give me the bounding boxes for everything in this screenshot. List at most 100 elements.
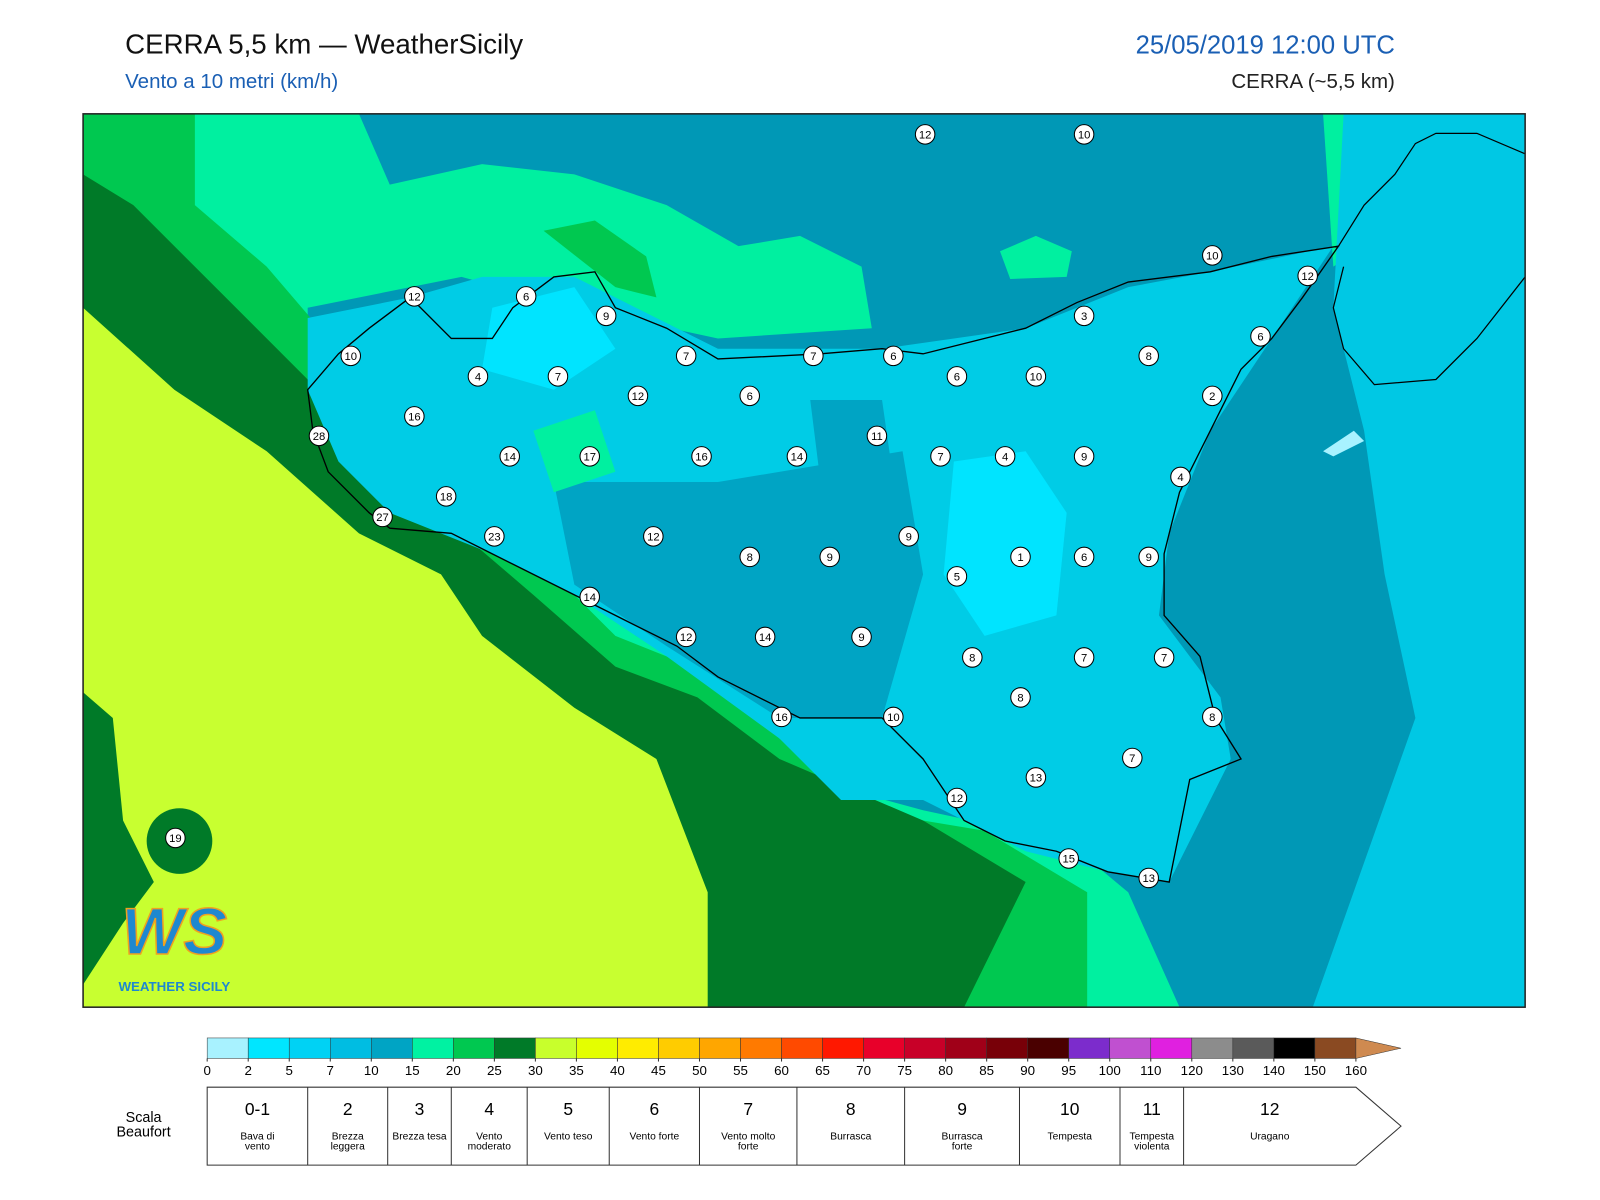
colorbar-box	[494, 1037, 536, 1059]
station-value: 8	[1017, 693, 1023, 705]
station-value: 12	[919, 129, 932, 141]
beaufort-label: Vento forte	[629, 1132, 680, 1143]
station-value: 6	[523, 292, 529, 304]
station-marker	[467, 366, 489, 387]
beaufort-force: 3	[415, 1099, 425, 1119]
colorbar-tick-label: 75	[897, 1063, 912, 1078]
colorbar-tick-label: 150	[1304, 1063, 1326, 1078]
colorbar-tick-label: 55	[733, 1063, 748, 1078]
colorbar-tick-label: 70	[856, 1063, 871, 1078]
colorbar-box	[1027, 1037, 1069, 1059]
station-value: 14	[583, 592, 596, 604]
station-marker	[739, 385, 760, 407]
colorbar-tick-label: 85	[979, 1063, 994, 1078]
colorbar: 0 2 5 7 10 15 20 25 30 35 40 45 50 55 60 65 70 75 80 85 90 95…	[203, 1037, 1402, 1078]
station-value: 13	[1030, 773, 1043, 785]
colorbar-tick-label: 60	[774, 1063, 789, 1078]
colorbar-box	[781, 1037, 823, 1059]
station-marker	[435, 486, 457, 507]
colorbar-box	[1273, 1037, 1316, 1059]
colorbar-tick-label: 120	[1181, 1063, 1203, 1078]
station-marker	[675, 345, 697, 367]
station-marker	[739, 546, 760, 568]
beaufort-label-box: Burrasca forte	[942, 1132, 983, 1152]
station-marker	[484, 526, 505, 547]
station-value: 5	[954, 572, 960, 584]
station-marker	[946, 566, 968, 587]
wind-field	[83, 113, 1526, 1008]
station-value: 6	[747, 391, 753, 403]
station-marker	[1202, 245, 1223, 266]
station-marker	[962, 647, 983, 668]
station-value: 14	[791, 452, 804, 464]
beaufort-label-box: Tempesta	[1047, 1132, 1092, 1143]
station-marker	[1010, 546, 1031, 568]
station-value: 28	[313, 431, 326, 443]
beaufort-force: 9	[957, 1099, 967, 1119]
station-value: 23	[488, 532, 501, 544]
station-value: 7	[810, 351, 816, 363]
station-marker	[914, 124, 936, 145]
colorbar-tick-label: 160	[1345, 1063, 1367, 1078]
beaufort-label: Tempesta	[1047, 1132, 1092, 1143]
station-marker	[883, 706, 904, 728]
beaufort-frame	[206, 1086, 1402, 1166]
beaufort-title-word: Scala	[126, 1110, 162, 1126]
station-value: 1	[1017, 552, 1023, 564]
beaufort-label-box: Vento teso	[543, 1132, 593, 1143]
beaufort-label: Tempesta violenta	[1129, 1132, 1175, 1153]
station-value: 10	[887, 712, 900, 724]
beaufort-label: Brezza tesa	[392, 1132, 447, 1143]
station-marker	[819, 546, 840, 568]
station-value: 12	[647, 532, 660, 544]
station-marker	[803, 345, 824, 367]
station-marker	[1010, 687, 1031, 708]
station-marker	[1138, 345, 1159, 367]
beaufort-label: Vento teso	[543, 1132, 593, 1143]
colorbar-tick-label: 80	[938, 1063, 953, 1078]
beaufort-force: 6	[650, 1099, 660, 1119]
station-marker	[579, 586, 600, 608]
colorbar-box	[576, 1037, 618, 1059]
station-value: 7	[555, 372, 561, 384]
station-value: 6	[1081, 552, 1087, 564]
beaufort-force: 10	[1060, 1099, 1080, 1119]
colorbar-box	[329, 1037, 372, 1059]
station-value: 9	[603, 311, 609, 323]
colorbar-box	[1191, 1037, 1234, 1059]
beaufort-label-box: Burrasca	[830, 1132, 871, 1142]
station-value: 16	[408, 412, 421, 424]
colorbar-box	[658, 1037, 700, 1059]
colorbar-box	[1109, 1037, 1152, 1059]
beaufort-force: 8	[846, 1099, 856, 1119]
station-value: 11	[871, 431, 883, 443]
station-value: 7	[937, 452, 943, 464]
station-value: 12	[951, 793, 964, 805]
station-value: 14	[759, 632, 772, 644]
colorbar-tick-label: 50	[692, 1063, 707, 1078]
station-value: 9	[858, 632, 864, 644]
station-value: 12	[408, 292, 421, 304]
station-marker	[1073, 647, 1095, 668]
beaufort-label: Vento moderato	[467, 1132, 511, 1153]
beaufort-label: Bava di vento	[240, 1132, 275, 1153]
station-marker	[643, 526, 664, 547]
beaufort-force: 5	[563, 1099, 573, 1119]
subtitle: Vento a 10 metri (km/h)	[125, 70, 338, 93]
station-marker	[1297, 265, 1318, 287]
station-marker	[946, 787, 968, 809]
station-value: 6	[890, 351, 896, 363]
station-value: 8	[747, 552, 753, 564]
colorbar-box	[247, 1037, 290, 1059]
station-value: 6	[1257, 332, 1263, 344]
beaufort-force: 0-1	[245, 1099, 270, 1119]
station-marker	[1122, 747, 1143, 769]
station-marker	[1058, 848, 1079, 869]
beaufort-label: Brezza leggera	[330, 1132, 365, 1153]
colorbar-tick-label: 40	[610, 1063, 625, 1078]
station-value: 3	[1081, 311, 1087, 323]
station-marker	[579, 446, 600, 467]
station-value: 4	[1177, 472, 1183, 484]
